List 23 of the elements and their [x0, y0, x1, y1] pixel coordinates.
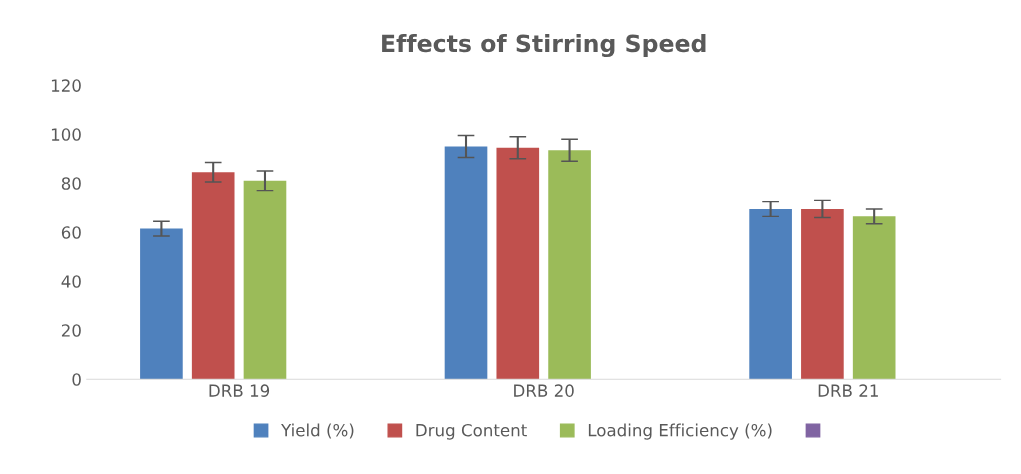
x-tick-label: DRB 21 — [818, 384, 878, 397]
bar — [191, 172, 235, 380]
y-tick-label: 60 — [61, 226, 81, 239]
bar — [749, 208, 792, 380]
x-tick-label: DRB 20 — [514, 384, 574, 397]
bar — [140, 228, 183, 380]
y-tick-label: 80 — [61, 177, 81, 190]
legend-label: Drug Content — [416, 423, 527, 440]
x-tick-label: DRB 19 — [209, 384, 270, 397]
y-tick-label: 40 — [61, 275, 81, 288]
bar — [852, 216, 896, 380]
bar — [548, 150, 591, 380]
bar — [496, 147, 540, 380]
bar — [801, 208, 844, 380]
y-tick-label: 0 — [72, 373, 81, 386]
y-tick-label: 100 — [51, 128, 81, 141]
legend-label: Loading Efficiency (%) — [588, 423, 772, 440]
legend-label: Yield (%) — [281, 423, 354, 439]
bar — [243, 180, 287, 380]
y-tick-label: 120 — [51, 79, 81, 92]
chart-title: Effects of Stirring Speed — [382, 34, 706, 58]
bar — [444, 146, 488, 380]
y-tick-label: 20 — [61, 324, 81, 337]
